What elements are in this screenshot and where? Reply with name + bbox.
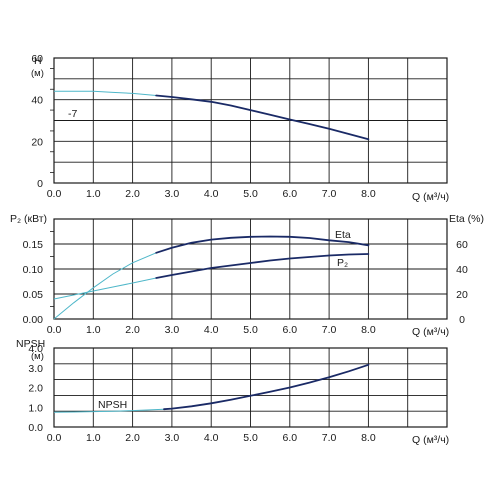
p2-curve-label: P₂	[337, 257, 348, 269]
power-x-tick-label: 8.0	[361, 324, 376, 336]
head-y-axis-unit: (м)	[31, 68, 44, 79]
head-y-tick-label: 20	[31, 136, 43, 148]
curve-eta-operating	[155, 235, 370, 254]
npsh-y-tick-label: 2.0	[28, 383, 43, 395]
head-x-tick-label: 3.0	[165, 188, 180, 200]
power-right-y-tick-label: 40	[456, 264, 468, 276]
npsh-y-tick-label: 0.0	[28, 422, 43, 434]
npsh-chart-panel: 0.0 1.0 2.0 3.0 4.0 5.0 6.0 7.0 8.0 0.0 1.0 2.0 3.0…	[16, 338, 449, 446]
head-chart-x-tick-labels: 0.0 1.0 2.0 3.0 4.0 5.0 6.0 7.0 8.0	[47, 188, 376, 200]
curve-npsh-operating	[163, 363, 370, 411]
power-chart-minor-ticks	[50, 231, 54, 307]
power-y-tick-label: 0.00	[23, 314, 44, 326]
power-x-tick-label: 2.0	[125, 324, 140, 336]
power-x-tick-label: 3.0	[165, 324, 180, 336]
power-x-tick-label: 4.0	[204, 324, 219, 336]
head-x-tick-label: 4.0	[204, 188, 219, 200]
power-right-y-tick-label: 0	[459, 314, 465, 326]
head-x-tick-label: 0.0	[47, 188, 62, 200]
power-x-tick-label: 6.0	[282, 324, 297, 336]
power-efficiency-chart-panel: 0.0 1.0 2.0 3.0 4.0 5.0 6.0 7.0 8.0 0.00 0.05 0.10…	[10, 213, 484, 338]
npsh-y-axis-unit: (м)	[31, 351, 44, 362]
power-x-tick-label: 5.0	[243, 324, 258, 336]
head-y-tick-label: 60	[31, 53, 43, 65]
curve-npsh-extrapolated	[53, 408, 165, 413]
efficiency-right-axis-label: Eta (%)	[449, 213, 484, 225]
npsh-x-tick-label: 1.0	[86, 432, 101, 444]
power-chart-curves	[53, 235, 370, 320]
npsh-y-tick-label: 4.0	[28, 343, 43, 355]
head-y-tick-label: 0	[37, 178, 43, 190]
head-x-tick-label: 8.0	[361, 188, 376, 200]
curve-7-extrapolated	[54, 90, 157, 96]
power-x-tick-label: 7.0	[322, 324, 337, 336]
power-x-axis-label: Q (м³/ч)	[412, 326, 449, 338]
npsh-chart-grid	[54, 348, 447, 427]
head-chart-grid	[54, 58, 447, 183]
power-y-tick-label: 0.05	[23, 289, 44, 301]
npsh-x-tick-label: 8.0	[361, 432, 376, 444]
npsh-x-tick-label: 4.0	[204, 432, 219, 444]
power-chart-left-y-tick-labels: 0.00 0.05 0.10 0.15	[23, 239, 44, 326]
head-x-tick-label: 2.0	[125, 188, 140, 200]
head-y-tick-label: 40	[31, 95, 43, 107]
head-chart-y-tick-labels: 0 20 40 60	[31, 53, 43, 190]
head-x-tick-label: 5.0	[243, 188, 258, 200]
head-x-tick-label: 1.0	[86, 188, 101, 200]
head-curve-label: -7	[68, 108, 77, 120]
npsh-x-tick-label: 3.0	[165, 432, 180, 444]
eta-curve-label: Eta	[335, 229, 351, 241]
npsh-y-axis-label: NPSH	[16, 338, 45, 350]
head-x-tick-label: 7.0	[322, 188, 337, 200]
npsh-chart-y-tick-labels: 0.0 1.0 2.0 3.0 4.0	[28, 343, 43, 434]
head-x-axis-label: Q (м³/ч)	[412, 191, 449, 203]
power-x-tick-label: 1.0	[86, 324, 101, 336]
npsh-x-tick-label: 0.0	[47, 432, 62, 444]
power-chart-x-tick-labels: 0.0 1.0 2.0 3.0 4.0 5.0 6.0 7.0 8.0	[47, 324, 376, 336]
npsh-x-tick-label: 5.0	[243, 432, 258, 444]
npsh-x-tick-label: 7.0	[322, 432, 337, 444]
curve-eta-extrapolated	[53, 252, 157, 320]
power-x-tick-label: 0.0	[47, 324, 62, 336]
npsh-x-axis-label: Q (м³/ч)	[412, 434, 449, 446]
head-chart-curves	[54, 90, 370, 141]
power-chart-grid	[54, 219, 447, 319]
npsh-y-tick-label: 3.0	[28, 363, 43, 375]
npsh-y-tick-label: 1.0	[28, 402, 43, 414]
head-chart-minor-ticks	[50, 68, 54, 173]
curve-p-operating	[155, 253, 370, 279]
npsh-chart-curves	[53, 363, 370, 413]
power-y-tick-label: 0.10	[23, 264, 44, 276]
power-chart-right-y-tick-labels: 0 20 40 60	[456, 239, 468, 326]
power-right-y-tick-label: 60	[456, 239, 468, 251]
head-x-tick-label: 6.0	[282, 188, 297, 200]
power-left-axis-label: P₂ (кВт)	[10, 213, 47, 225]
npsh-x-tick-label: 6.0	[282, 432, 297, 444]
npsh-x-tick-label: 2.0	[125, 432, 140, 444]
power-right-y-tick-label: 20	[456, 289, 468, 301]
npsh-curve-label: NPSH	[98, 399, 127, 411]
curve-7-operating	[155, 94, 370, 141]
head-y-axis-label: H	[34, 55, 42, 67]
npsh-chart-x-tick-labels: 0.0 1.0 2.0 3.0 4.0 5.0 6.0 7.0 8.0	[47, 432, 376, 444]
curve-p-extrapolated	[53, 277, 157, 300]
head-chart-panel: 0.0 1.0 2.0 3.0 4.0 5.0 6.0 7.0 8.0 0 20 40 60 H (м…	[31, 53, 449, 203]
power-y-tick-label: 0.15	[23, 239, 44, 251]
